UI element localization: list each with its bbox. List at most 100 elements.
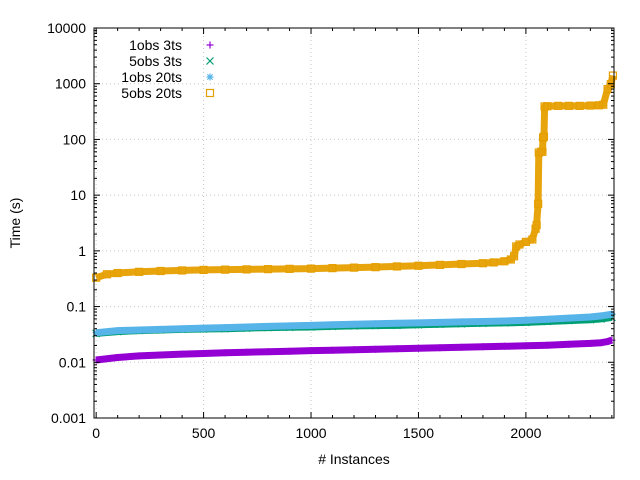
data-point — [532, 220, 541, 230]
data-point — [522, 316, 530, 324]
data-point — [393, 345, 401, 353]
x-tick-label: 1000 — [295, 425, 326, 441]
y-tick-label: 0.01 — [59, 354, 86, 370]
data-point — [157, 351, 165, 359]
data-point — [543, 341, 551, 349]
x-tick-label: 500 — [192, 425, 216, 441]
y-tick-label: 1000 — [55, 76, 86, 92]
data-point — [307, 347, 315, 355]
data-point — [500, 317, 508, 325]
data-point — [329, 346, 337, 354]
data-point — [435, 260, 445, 269]
data-point — [604, 338, 612, 346]
data-point — [565, 314, 573, 322]
data-point — [264, 322, 272, 330]
y-tick-label: 0.001 — [51, 410, 86, 426]
data-point — [597, 312, 605, 320]
data-point — [457, 318, 465, 326]
data-point — [528, 235, 537, 244]
legend-label: 5obs 20ts — [121, 85, 182, 101]
data-point — [500, 342, 508, 350]
data-point — [436, 318, 444, 326]
data-point — [329, 321, 337, 329]
data-point — [92, 273, 101, 282]
data-point — [586, 339, 594, 347]
data-point — [200, 324, 208, 332]
data-point — [522, 342, 530, 350]
data-point — [599, 100, 608, 109]
x-tick-label: 2000 — [510, 425, 541, 441]
x-tick-label: 0 — [92, 425, 100, 441]
data-point — [539, 132, 549, 141]
data-point — [414, 344, 422, 352]
series-band-2 — [95, 310, 613, 337]
y-tick-label: 1 — [78, 243, 86, 259]
data-point — [436, 344, 444, 352]
data-point — [393, 319, 401, 327]
data-point — [392, 262, 402, 271]
y-axis-label: Time (s) — [7, 198, 23, 249]
data-point — [102, 270, 111, 279]
data-point — [538, 147, 547, 156]
data-point — [178, 350, 186, 358]
data-point — [554, 101, 563, 110]
data-point — [371, 345, 379, 353]
axis-ticks: 0 500 1000 1500 2000 0.001 0.01 0.1 1 10 100 1000 10… — [47, 20, 614, 441]
data-point — [242, 265, 251, 274]
data-point — [286, 322, 294, 330]
data-point — [565, 340, 573, 348]
data-point — [349, 263, 359, 272]
data-point — [263, 265, 273, 274]
legend-marker — [206, 41, 214, 49]
data-point — [307, 321, 315, 329]
data-point — [243, 323, 251, 331]
data-point — [328, 264, 337, 273]
data-point — [608, 71, 618, 80]
data-point — [221, 324, 229, 332]
y-tick-label: 10000 — [47, 20, 86, 36]
legend-label: 1obs 3ts — [129, 37, 182, 53]
data-point — [509, 252, 519, 261]
data-point — [350, 346, 358, 354]
data-point — [221, 349, 229, 357]
series-band-3 — [95, 74, 617, 282]
legend-label: 5obs 3ts — [129, 53, 182, 69]
data-point — [156, 266, 165, 276]
data-point — [178, 325, 186, 333]
data-point — [199, 265, 208, 275]
data-point — [478, 259, 488, 268]
data-point — [286, 347, 294, 355]
data-point — [264, 348, 272, 356]
data-point — [457, 259, 466, 269]
data-point — [135, 326, 143, 334]
y-tick-label: 100 — [63, 131, 87, 147]
data-point — [371, 320, 379, 328]
x-axis-label: # Instances — [318, 451, 390, 467]
data-point — [479, 343, 487, 351]
data-point — [243, 348, 251, 356]
data-point — [586, 313, 594, 321]
data-point — [597, 339, 605, 347]
data-point — [350, 320, 358, 328]
data-point — [135, 267, 144, 276]
data-point — [220, 265, 230, 274]
data-point — [534, 199, 543, 208]
legend-label: 1obs 20ts — [121, 69, 182, 85]
data-point — [575, 101, 584, 110]
data-point — [285, 264, 294, 273]
y-tick-label: 0.1 — [67, 299, 87, 315]
legend-marker — [206, 73, 214, 81]
y-tick-label: 10 — [70, 187, 86, 203]
data-marks — [92, 71, 618, 364]
data-point — [306, 264, 316, 273]
legend-marker — [205, 88, 215, 98]
data-point — [489, 258, 498, 267]
data-point — [586, 101, 595, 110]
data-point — [177, 266, 187, 275]
data-point — [564, 101, 573, 110]
data-point — [157, 325, 165, 333]
x-tick-label: 1500 — [403, 425, 434, 441]
data-point — [414, 261, 423, 270]
